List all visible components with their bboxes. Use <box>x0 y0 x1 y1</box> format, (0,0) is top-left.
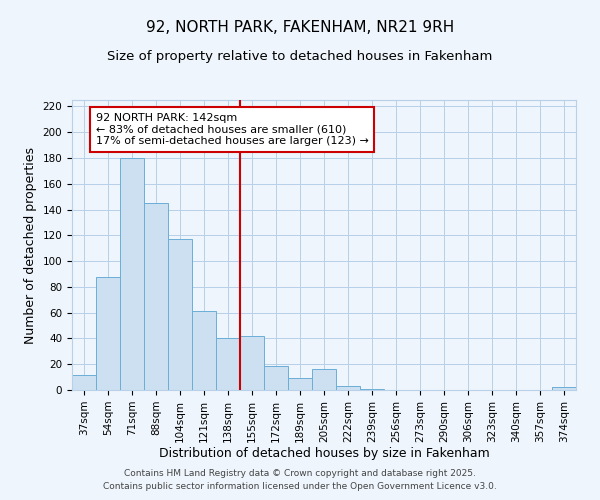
Bar <box>216 338 240 390</box>
Text: Size of property relative to detached houses in Fakenham: Size of property relative to detached ho… <box>107 50 493 63</box>
Bar <box>168 239 192 390</box>
Bar <box>240 336 264 390</box>
Bar <box>264 366 288 390</box>
Bar <box>336 386 360 390</box>
Bar <box>288 378 312 390</box>
Text: 92 NORTH PARK: 142sqm
← 83% of detached houses are smaller (610)
17% of semi-det: 92 NORTH PARK: 142sqm ← 83% of detached … <box>96 113 369 146</box>
Text: 92, NORTH PARK, FAKENHAM, NR21 9RH: 92, NORTH PARK, FAKENHAM, NR21 9RH <box>146 20 454 35</box>
Bar <box>312 370 336 390</box>
X-axis label: Distribution of detached houses by size in Fakenham: Distribution of detached houses by size … <box>158 448 490 460</box>
Bar <box>144 203 168 390</box>
Text: Contains HM Land Registry data © Crown copyright and database right 2025.: Contains HM Land Registry data © Crown c… <box>124 468 476 477</box>
Bar <box>552 388 576 390</box>
Bar <box>360 388 384 390</box>
Bar <box>96 276 120 390</box>
Bar <box>192 312 216 390</box>
Text: Contains public sector information licensed under the Open Government Licence v3: Contains public sector information licen… <box>103 482 497 491</box>
Bar <box>120 158 144 390</box>
Y-axis label: Number of detached properties: Number of detached properties <box>24 146 37 344</box>
Bar <box>72 374 96 390</box>
